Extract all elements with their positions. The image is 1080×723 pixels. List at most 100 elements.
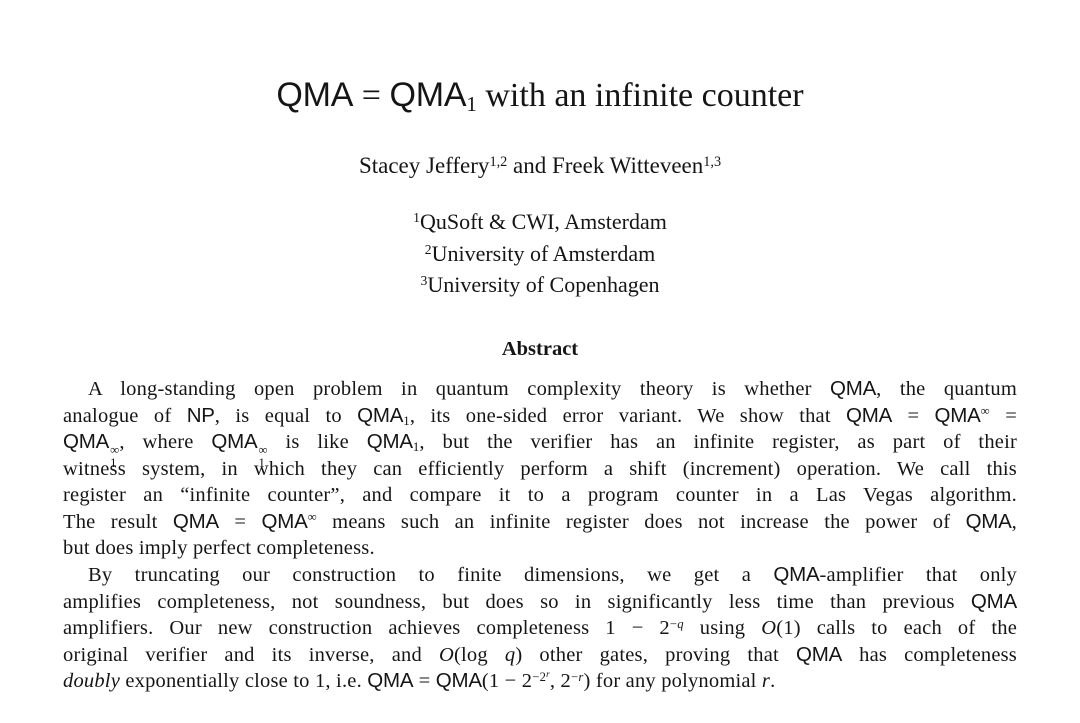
text-segment: analogue of: [63, 404, 187, 427]
text-line: 1QuSoft & CWI, Amsterdam: [0, 206, 1080, 238]
text-line: QMA ∞ 1, where QMA ∞ 1 is like QMA1, but the…: [63, 429, 1017, 469]
text-segment: Stacey Jeffery: [358, 153, 490, 178]
text-segment: ,: [1011, 510, 1017, 533]
text-segment: =: [892, 404, 935, 427]
text-line: original verifier and its inverse, and O…: [63, 642, 1017, 669]
text-segment: doubly: [63, 670, 120, 693]
text-segment: (1 − 2: [481, 670, 533, 693]
affiliations: 1QuSoft & CWI, Amsterdam 2University of A…: [0, 206, 1080, 301]
text-segment: 1: [412, 440, 420, 455]
text-segment: −: [669, 616, 678, 631]
text-line: analogue of NP, is equal to QMA1, its on…: [63, 403, 1017, 430]
text-segment: is like: [267, 431, 367, 454]
text-segment: means such an infinite register does not…: [316, 510, 966, 533]
text-segment: QMA: [172, 509, 220, 533]
text-segment: University of Copenhagen: [427, 272, 660, 297]
text-segment: A long-standing open problem in quantum …: [88, 378, 831, 400]
text-segment: QMA: [970, 589, 1017, 613]
text-segment: , where: [119, 431, 212, 454]
text-segment: QMA: [846, 403, 893, 427]
text-segment: =: [353, 77, 390, 114]
text-segment: ) for any polynomial: [583, 670, 762, 693]
text-segment: −: [570, 669, 579, 684]
text-segment: 1: [413, 210, 420, 226]
text-line: witness system, in which they can effici…: [63, 456, 1017, 483]
text-segment: QMA: [934, 403, 981, 427]
text-segment: ∞: [307, 510, 317, 525]
text-segment: , 2: [549, 670, 571, 693]
text-segment: (log: [453, 643, 505, 666]
text-line: 2University of Amsterdam: [0, 238, 1080, 270]
text-segment: but does imply perfect completeness.: [63, 537, 375, 560]
text-segment: 2: [424, 241, 432, 257]
text-segment: =: [989, 404, 1017, 427]
text-segment: r: [546, 669, 550, 680]
abstract-paragraph-1: A long-standing open problem in quantum …: [63, 376, 1017, 562]
text-segment: , is equal to: [214, 404, 358, 427]
text-segment: .: [770, 670, 776, 693]
text-segment: (1) calls to each of the: [776, 617, 1017, 640]
text-segment: , but the verifier has an infinite regis…: [419, 431, 1017, 454]
text-segment: QMA: [795, 642, 843, 666]
text-segment: QMA: [367, 669, 414, 693]
text-segment: QMA: [357, 403, 404, 427]
text-line: amplifies completeness, not soundness, b…: [63, 589, 1017, 616]
text-segment: QMA: [389, 76, 467, 114]
text-segment: QuSoft & CWI, Amsterdam: [419, 209, 667, 234]
text-segment: 1: [403, 413, 410, 428]
text-segment: using: [683, 617, 762, 640]
text-segment: QMA: [261, 509, 308, 533]
text-segment: has completeness: [842, 643, 1017, 666]
text-line: The result QMA = QMA∞ means such an infi…: [63, 509, 1017, 536]
text-segment: University of Amsterdam: [431, 240, 656, 266]
text-segment: ∞: [980, 404, 990, 419]
sup-sub-stack: ∞ 1: [110, 443, 120, 470]
text-line: doubly exponentially close to 1, i.e. QM…: [63, 668, 1017, 695]
text-segment: QMA: [773, 562, 820, 586]
text-segment: -amplifier that only: [819, 563, 1017, 586]
abstract-heading: Abstract: [501, 338, 579, 360]
text-segment: with an infinite counter: [476, 77, 804, 114]
text-line: A long-standing open problem in quantum …: [63, 376, 1017, 403]
text-segment: QMA: [276, 76, 354, 114]
text-segment: 1,3: [703, 153, 722, 170]
text-segment: =: [219, 510, 262, 533]
text-segment: QMA: [965, 509, 1012, 533]
text-segment: and Freek Witteveen: [507, 153, 704, 178]
text-segment: q: [504, 643, 516, 666]
text-line: amplifiers. Our new construction achieve…: [63, 615, 1017, 642]
text-segment: amplifies completeness, not soundness, b…: [63, 590, 971, 613]
text-segment: witness system, in which they can effici…: [63, 457, 1017, 480]
text-segment: =: [413, 670, 436, 693]
text-segment: −2: [532, 669, 547, 684]
text-segment: ) other gates, proving that: [515, 643, 796, 666]
text-line: By truncating our construction to finite…: [63, 562, 1017, 589]
sup-sub-stack: ∞ 1: [258, 443, 268, 470]
text-segment: , its one-sided error variant. We show t…: [409, 404, 847, 427]
text-segment: amplifiers. Our new construction achieve…: [63, 617, 670, 640]
text-segment: QMA: [366, 430, 413, 454]
text-segment: O: [438, 643, 454, 666]
text-segment: QMA: [435, 669, 482, 693]
text-segment: q: [677, 616, 684, 631]
text-segment: 1,2: [489, 153, 508, 170]
text-segment: QMA: [63, 430, 110, 454]
text-segment: QMA: [830, 377, 877, 400]
text-segment: O: [761, 617, 777, 640]
text-segment: original verifier and its inverse, and: [63, 643, 439, 666]
text-line: 3University of Copenhagen: [0, 269, 1080, 301]
paper-title: QMA = QMA1 with an infinite counter: [0, 76, 1080, 117]
abstract-paragraph-2: By truncating our construction to finite…: [63, 562, 1017, 695]
text-segment: By truncating our construction to finite…: [88, 563, 774, 586]
text-segment: 1: [466, 92, 477, 117]
text-line: but does imply perfect completeness.: [63, 535, 1017, 562]
text-segment: 3: [420, 273, 428, 289]
authors-line: Stacey Jeffery1,2 and Freek Witteveen1,3: [0, 151, 1080, 181]
text-segment: exponentially close to 1, i.e.: [120, 670, 368, 693]
text-segment: QMA: [211, 430, 258, 454]
abstract-body: A long-standing open problem in quantum …: [63, 376, 1017, 695]
text-segment: The result: [63, 510, 173, 533]
text-segment: , the quantum: [876, 378, 1017, 400]
text-segment: r: [761, 670, 771, 693]
